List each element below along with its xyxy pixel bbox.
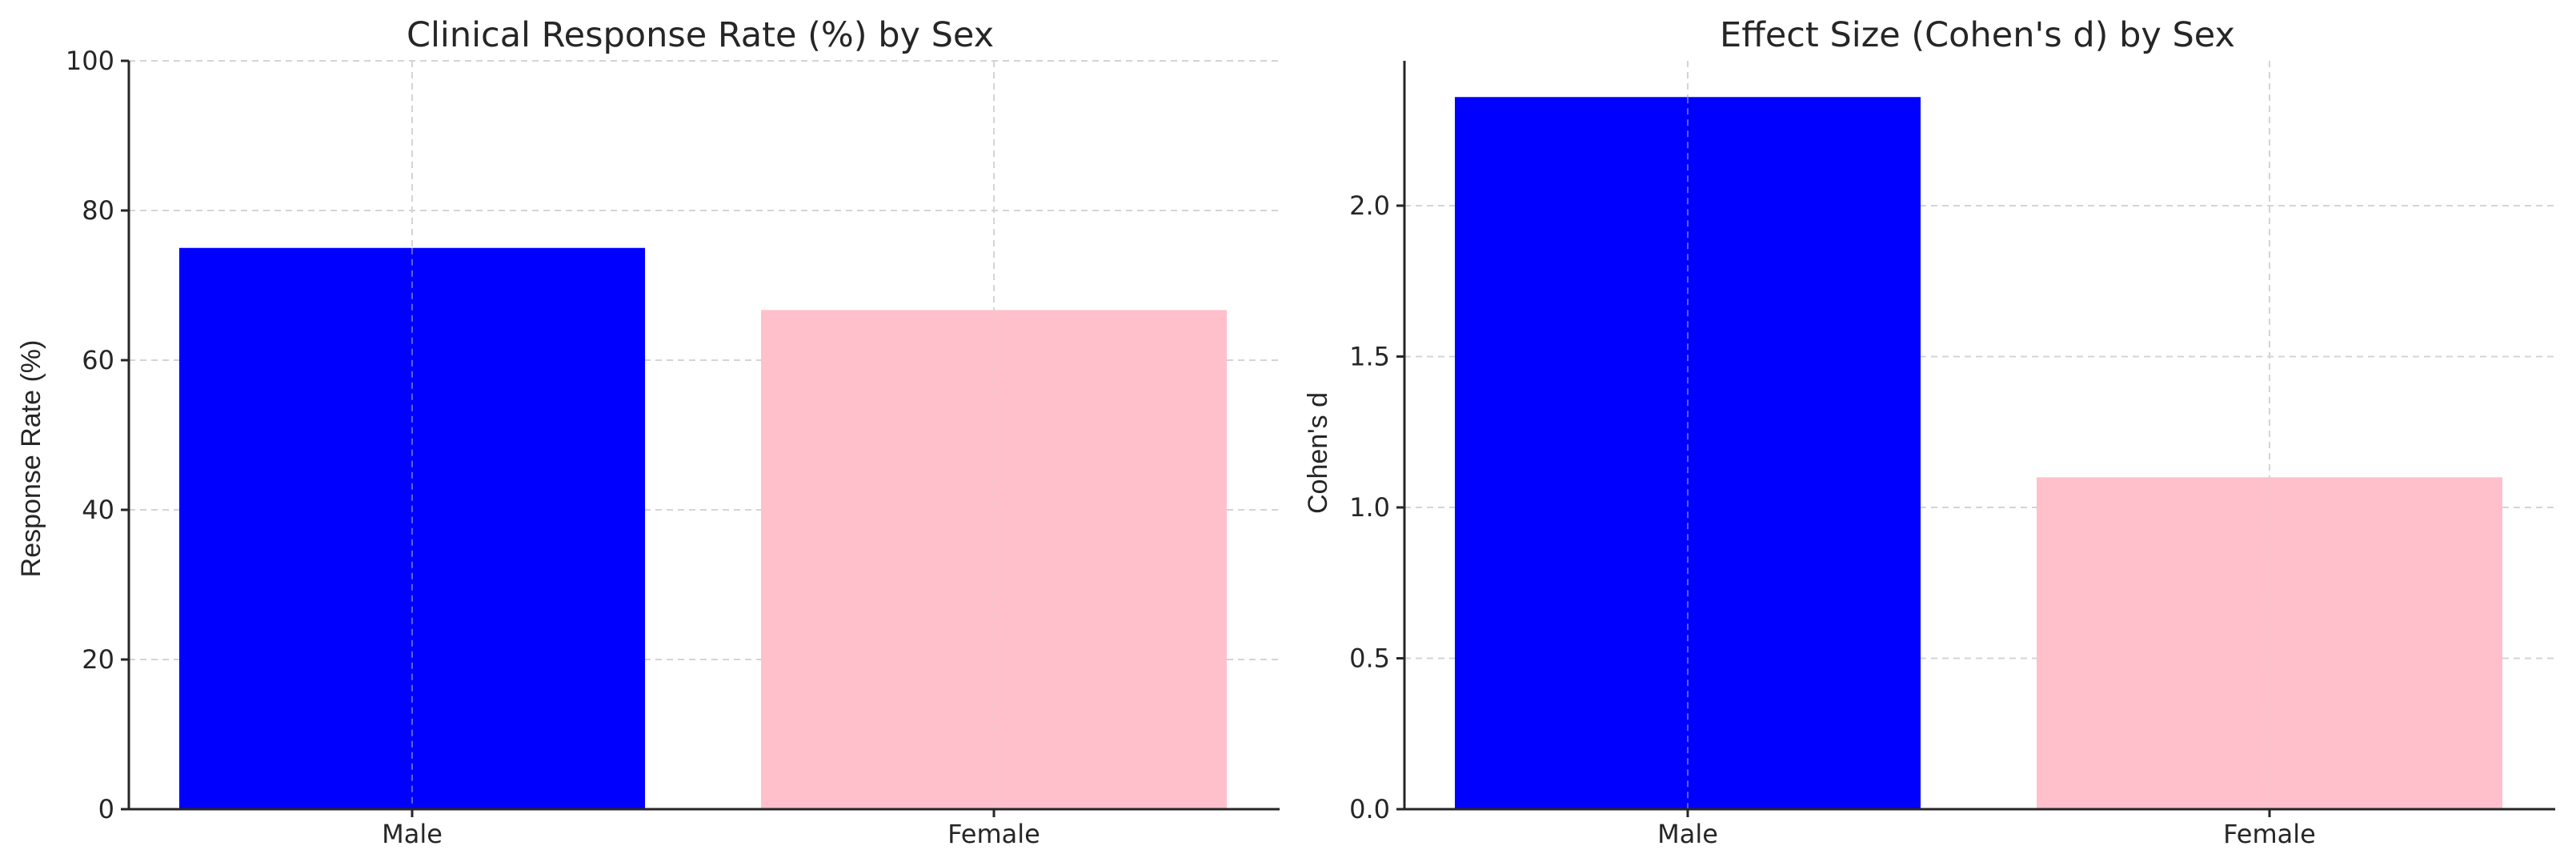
response-rate-chart: Clinical Response Rate (%) by Sex Respon…: [16, 15, 1280, 849]
y-tick-label: 2.0: [1349, 190, 1390, 221]
bar-female: [761, 310, 1227, 810]
y-tick-label: 40: [82, 495, 114, 525]
chart-title: Effect Size (Cohen's d) by Sex: [1720, 15, 2235, 55]
x-tick-label: Female: [947, 819, 1040, 849]
x-tick-label: Female: [2223, 819, 2316, 849]
y-axis-label: Cohen's d: [1303, 392, 1333, 514]
effect-size-chart: Effect Size (Cohen's d) by Sex Cohen's d…: [1303, 15, 2555, 849]
y-tick-label: 80: [82, 195, 114, 226]
y-tick-label: 60: [82, 345, 114, 375]
tick-labels: 0 20 40 60 80 100 Male Female: [66, 46, 1040, 849]
bar-male: [1455, 97, 1921, 809]
x-tick-label: Male: [382, 819, 443, 849]
y-tick-label: 0: [98, 794, 114, 824]
chart-title: Clinical Response Rate (%) by Sex: [407, 15, 994, 55]
bar-female: [2037, 477, 2502, 809]
bars: [1455, 97, 2502, 809]
y-tick-label: 0.5: [1349, 643, 1390, 673]
axes: [1396, 61, 2555, 817]
y-tick-label: 0.0: [1349, 794, 1390, 824]
y-axis-label: Response Rate (%): [16, 340, 46, 578]
y-tick-label: 1.0: [1349, 492, 1390, 523]
y-tick-label: 20: [82, 644, 114, 675]
y-tick-label: 1.5: [1349, 341, 1390, 371]
axes: [121, 59, 1280, 817]
bars: [179, 247, 1227, 810]
bar-male: [179, 247, 645, 809]
y-tick-label: 100: [66, 46, 114, 76]
tick-labels: 0.0 0.5 1.0 1.5 2.0 Male Female: [1349, 190, 2316, 849]
x-tick-label: Male: [1657, 819, 1718, 849]
